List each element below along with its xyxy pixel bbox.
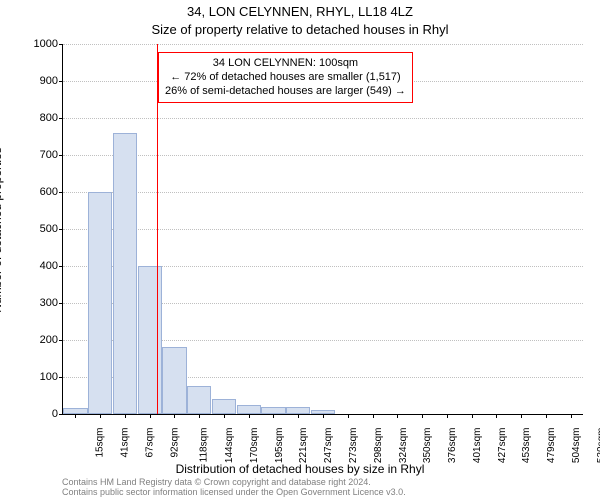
chart-title-sub: Size of property relative to detached ho… <box>0 22 600 37</box>
xtick-mark <box>447 414 448 418</box>
annotation-line: ← 72% of detached houses are smaller (1,… <box>165 71 406 85</box>
histogram-bar <box>187 386 211 414</box>
xtick-mark <box>199 414 200 418</box>
ytick-mark <box>59 118 63 119</box>
histogram-bar <box>113 133 137 414</box>
xtick-mark <box>348 414 349 418</box>
xtick-label: 118sqm <box>199 428 210 463</box>
ytick-mark <box>59 155 63 156</box>
annotation-line: 34 LON CELYNNEN: 100sqm <box>165 57 406 71</box>
annotation-box: 34 LON CELYNNEN: 100sqm← 72% of detached… <box>158 52 413 103</box>
xtick-mark <box>150 414 151 418</box>
gridline <box>63 44 583 45</box>
xtick-mark <box>373 414 374 418</box>
histogram-bar <box>88 192 112 414</box>
x-axis-label: Distribution of detached houses by size … <box>0 462 600 476</box>
xtick-label: 427sqm <box>497 428 508 464</box>
gridline <box>63 229 583 230</box>
ytick-label: 600 <box>18 186 58 198</box>
xtick-label: 144sqm <box>224 428 235 464</box>
xtick-mark <box>571 414 572 418</box>
gridline <box>63 192 583 193</box>
xtick-mark <box>249 414 250 418</box>
ytick-label: 800 <box>18 112 58 124</box>
ytick-label: 900 <box>18 75 58 87</box>
plot-area: 34 LON CELYNNEN: 100sqm← 72% of detached… <box>62 44 583 415</box>
xtick-mark <box>496 414 497 418</box>
ytick-mark <box>59 377 63 378</box>
xtick-mark <box>273 414 274 418</box>
histogram-bar <box>212 399 236 414</box>
ytick-label: 100 <box>18 371 58 383</box>
histogram-bar <box>261 407 285 414</box>
xtick-mark <box>125 414 126 418</box>
ytick-mark <box>59 44 63 45</box>
histogram-bar <box>311 410 335 414</box>
chart-footer: Contains HM Land Registry data © Crown c… <box>62 478 406 498</box>
xtick-label: 479sqm <box>546 428 557 464</box>
gridline <box>63 155 583 156</box>
histogram-bar <box>162 347 186 414</box>
xtick-mark <box>298 414 299 418</box>
chart-title-main: 34, LON CELYNNEN, RHYL, LL18 4LZ <box>0 4 600 19</box>
ytick-label: 300 <box>18 297 58 309</box>
xtick-label: 67sqm <box>144 428 155 458</box>
xtick-label: 92sqm <box>169 428 180 458</box>
xtick-mark <box>100 414 101 418</box>
ytick-mark <box>59 266 63 267</box>
ytick-label: 400 <box>18 260 58 272</box>
ytick-mark <box>59 229 63 230</box>
xtick-mark <box>397 414 398 418</box>
xtick-mark <box>546 414 547 418</box>
ytick-label: 0 <box>18 408 58 420</box>
ytick-label: 1000 <box>18 38 58 50</box>
xtick-label: 15sqm <box>95 428 106 458</box>
xtick-label: 273sqm <box>348 428 359 464</box>
xtick-label: 298sqm <box>373 428 384 464</box>
xtick-label: 504sqm <box>571 428 582 464</box>
xtick-label: 41sqm <box>120 428 131 458</box>
xtick-mark <box>174 414 175 418</box>
ytick-label: 500 <box>18 223 58 235</box>
xtick-label: 324sqm <box>398 428 409 464</box>
xtick-label: 401sqm <box>472 428 483 464</box>
xtick-label: 530sqm <box>596 428 600 464</box>
xtick-label: 170sqm <box>249 428 260 464</box>
xtick-mark <box>472 414 473 418</box>
ytick-mark <box>59 192 63 193</box>
gridline <box>63 118 583 119</box>
histogram-bar <box>237 405 261 414</box>
xtick-mark <box>323 414 324 418</box>
xtick-label: 350sqm <box>422 428 433 464</box>
ytick-label: 700 <box>18 149 58 161</box>
xtick-label: 247sqm <box>323 428 334 464</box>
xtick-mark <box>422 414 423 418</box>
ytick-mark <box>59 414 63 415</box>
ytick-mark <box>59 340 63 341</box>
xtick-mark <box>75 414 76 418</box>
y-axis-label: Number of detached properties <box>0 147 4 312</box>
histogram-bar <box>63 408 87 414</box>
property-size-chart: 34, LON CELYNNEN, RHYL, LL18 4LZ Size of… <box>0 0 600 500</box>
ytick-mark <box>59 81 63 82</box>
xtick-label: 376sqm <box>447 428 458 464</box>
annotation-line: 26% of semi-detached houses are larger (… <box>165 85 406 99</box>
footer-line-2: Contains public sector information licen… <box>62 488 406 498</box>
xtick-label: 195sqm <box>274 428 285 464</box>
xtick-label: 453sqm <box>521 428 532 464</box>
ytick-mark <box>59 303 63 304</box>
xtick-mark <box>521 414 522 418</box>
histogram-bar <box>138 266 162 414</box>
histogram-bar <box>286 407 310 414</box>
xtick-mark <box>224 414 225 418</box>
xtick-label: 221sqm <box>299 428 310 464</box>
ytick-label: 200 <box>18 334 58 346</box>
